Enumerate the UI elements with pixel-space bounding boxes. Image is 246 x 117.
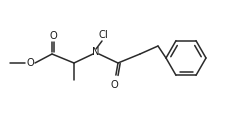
Text: O: O bbox=[26, 58, 34, 68]
Text: Cl: Cl bbox=[98, 30, 108, 40]
Text: O: O bbox=[49, 31, 57, 41]
Text: N: N bbox=[92, 47, 100, 57]
Text: O: O bbox=[110, 80, 118, 90]
